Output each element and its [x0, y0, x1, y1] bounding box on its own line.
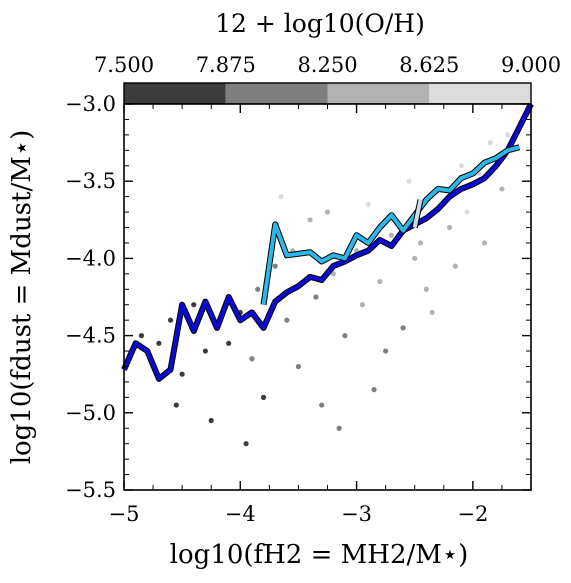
scatter-point	[191, 302, 197, 308]
colorbar-title: 12 + log10(O/H)	[215, 9, 425, 38]
x-axis-ticks: −5 −4 −3 −2	[109, 104, 532, 526]
scatter-point	[313, 294, 319, 300]
median-lines	[121, 102, 534, 382]
colorbar-tick-labels: 7.500 7.875 8.250 8.625 9.000	[94, 53, 561, 77]
scatter-point	[255, 286, 261, 292]
scatter-point	[156, 340, 162, 346]
scatter-point	[458, 163, 464, 169]
scatter-point	[447, 224, 453, 231]
scatter-point	[138, 333, 145, 339]
scatter-point	[388, 232, 395, 238]
scatter-point	[307, 217, 313, 223]
scatter-point	[365, 201, 371, 207]
scatter-point	[452, 263, 459, 269]
scatter-point	[330, 271, 336, 277]
scatter-point	[319, 402, 325, 408]
colorbar-tick-label: 7.875	[196, 53, 256, 77]
scatter-point	[417, 240, 424, 246]
scatter-point	[284, 317, 290, 323]
colorbar-tick-label: 8.250	[297, 53, 357, 77]
series-line	[261, 145, 520, 305]
y-axis-ticks: −3.0 −3.5 −4.0 −4.5 −5.0 −5.5	[65, 92, 531, 502]
scatter-point	[324, 209, 331, 215]
colorbar-bin	[124, 83, 226, 104]
scatter-point	[173, 402, 179, 408]
y-tick-label: −3.0	[65, 92, 116, 116]
scatter-point	[260, 394, 267, 400]
plot-area: −5 −4 −3 −2 −3.0 −3.5 −4.0 −4.5 −5.0 −5.5	[65, 92, 534, 526]
y-tick-label: −5.5	[65, 478, 116, 502]
scatter-point	[487, 140, 493, 146]
scatter-point	[481, 240, 488, 246]
scatter-point	[505, 132, 511, 138]
scatter-point	[406, 178, 412, 184]
x-axis-title: log10(fH2 = MH2/M⋆)	[170, 540, 469, 570]
x-tick-label: −2	[457, 502, 488, 526]
colorbar-tick-label: 8.625	[399, 53, 459, 77]
colorbar-bin	[327, 83, 430, 104]
y-tick-label: −5.0	[65, 401, 116, 425]
scatter-point	[295, 363, 302, 370]
colorbar-tick-label: 7.500	[94, 53, 154, 77]
scatter-point	[167, 317, 174, 323]
y-tick-label: −4.0	[65, 246, 116, 270]
scatter-point	[243, 441, 249, 447]
y-tick-label: −4.5	[65, 324, 116, 348]
scatter-point	[208, 417, 214, 424]
scatter-point	[371, 387, 377, 393]
plot-background	[124, 104, 531, 490]
scatter-point	[202, 348, 208, 354]
scatter-point	[383, 348, 389, 354]
scatter-point	[412, 255, 418, 261]
scatter-point	[464, 209, 470, 215]
scatter-point	[423, 286, 429, 292]
y-axis-title: log10(fdust = Mdust/M⋆)	[7, 130, 37, 465]
scatter-point	[226, 340, 232, 346]
scatter-point	[278, 194, 284, 200]
scatter-point	[377, 278, 383, 285]
x-tick-label: −3	[341, 502, 372, 526]
series-line	[412, 199, 423, 228]
scatter-point	[400, 325, 406, 331]
x-tick-label: −5	[109, 502, 140, 526]
scatter-point	[249, 356, 255, 362]
scatter-point	[359, 302, 365, 308]
x-tick-label: −4	[225, 502, 256, 526]
scatter-point	[429, 309, 435, 316]
series-line	[122, 103, 533, 381]
scatter-point	[179, 371, 185, 377]
scatter-point	[499, 186, 505, 192]
y-tick-label: −3.5	[65, 169, 116, 193]
colorbar-bin	[225, 83, 328, 104]
scatter-point	[336, 425, 342, 431]
colorbar-bins	[124, 83, 531, 104]
colorbar-bin	[429, 83, 531, 104]
scatter-point	[342, 333, 348, 339]
colorbar-tick-label: 9.000	[501, 53, 561, 77]
colorbar: 12 + log10(O/H) 7.500 7.875 8.250 8.625 9.00…	[94, 9, 561, 105]
scatter-point	[272, 263, 278, 269]
